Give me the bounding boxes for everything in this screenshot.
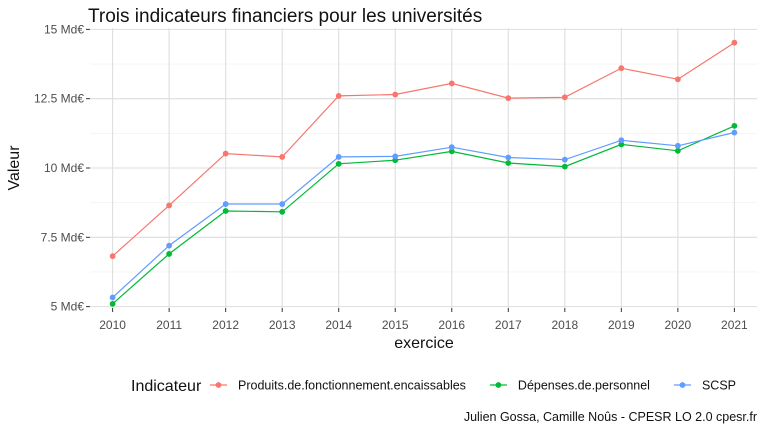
data-point-series-1 bbox=[166, 202, 173, 209]
data-point-series-1 bbox=[618, 65, 625, 72]
data-point-series-2 bbox=[166, 251, 173, 257]
caption: Julien Gossa, Camille Noûs - CPESR LO 2.… bbox=[464, 410, 757, 424]
data-point-series-2 bbox=[674, 147, 681, 154]
legend-title: Indicateur bbox=[131, 378, 202, 395]
data-point-series-3 bbox=[392, 153, 399, 160]
x-tick-label: 2018 bbox=[551, 318, 578, 332]
y-tick-label: 10 Md€ bbox=[44, 161, 84, 175]
data-point-series-3 bbox=[222, 201, 229, 207]
data-point-series-3 bbox=[674, 142, 681, 149]
series-line-2 bbox=[112, 125, 735, 305]
data-point-series-2 bbox=[222, 208, 229, 214]
data-point-series-2 bbox=[448, 148, 455, 155]
data-point-series-3 bbox=[561, 156, 568, 163]
data-point-series-3 bbox=[279, 201, 286, 207]
x-tick-label: 2019 bbox=[608, 318, 635, 332]
series-lines bbox=[112, 42, 735, 305]
chart-title: Trois indicateurs financiers pour les un… bbox=[88, 6, 482, 27]
data-point-series-1 bbox=[222, 150, 229, 157]
x-tick-label: 2020 bbox=[665, 318, 692, 332]
x-tick-label: 2011 bbox=[156, 318, 182, 332]
y-tick-label: 15 Md€ bbox=[44, 22, 84, 36]
x-axis-title: exercice bbox=[394, 335, 454, 352]
data-point-series-2 bbox=[505, 160, 512, 166]
x-tick-label: 2013 bbox=[269, 318, 296, 332]
x-tick-label: 2014 bbox=[325, 318, 352, 332]
data-point-series-1 bbox=[335, 93, 342, 99]
data-point-series-3 bbox=[109, 294, 116, 301]
y-axis-ticks: 5 Md€ 7.5 Md€ 10 Md€ 12.5 Md€ 15 Md€ bbox=[34, 22, 90, 314]
data-point-series-2 bbox=[561, 163, 568, 170]
legend: Indicateur Produits.de.fonctionnement.en… bbox=[131, 378, 736, 395]
y-tick-label: 7.5 Md€ bbox=[41, 230, 85, 244]
x-tick-label: 2015 bbox=[382, 318, 409, 332]
data-point-series-1 bbox=[392, 91, 399, 98]
data-point-series-3 bbox=[618, 137, 625, 144]
series-points bbox=[109, 39, 738, 307]
data-point-series-1 bbox=[279, 154, 286, 160]
minor-gridlines bbox=[90, 63, 757, 273]
data-point-series-3 bbox=[731, 129, 738, 136]
x-axis-ticks: 2010 2011 2012 2013 2014 2015 2016 2017 2018 2019… bbox=[99, 308, 748, 332]
data-point-series-1 bbox=[674, 76, 681, 83]
data-point-series-2 bbox=[109, 300, 116, 307]
legend-item-1: Produits.de.fonctionnement.encaissables bbox=[210, 379, 466, 393]
data-point-series-1 bbox=[731, 39, 738, 46]
legend-label: SCSP bbox=[702, 379, 736, 393]
legend-item-3: SCSP bbox=[673, 379, 736, 393]
data-point-series-3 bbox=[505, 154, 512, 161]
data-point-series-2 bbox=[618, 141, 625, 148]
legend-key-point bbox=[215, 382, 222, 388]
legend-item-2: Dépenses.de.personnel bbox=[489, 379, 650, 393]
x-tick-label: 2021 bbox=[721, 318, 748, 332]
y-tick-label: 12.5 Md€ bbox=[34, 92, 84, 106]
series-line-3 bbox=[112, 131, 735, 298]
x-tick-label: 2012 bbox=[212, 318, 239, 332]
x-tick-label: 2010 bbox=[99, 318, 126, 332]
data-point-series-3 bbox=[448, 144, 455, 151]
legend-key-point bbox=[679, 382, 686, 388]
y-axis-title: Valeur bbox=[6, 145, 23, 191]
data-point-series-1 bbox=[109, 253, 116, 260]
data-point-series-1 bbox=[448, 80, 455, 87]
data-point-series-3 bbox=[166, 242, 173, 249]
data-point-series-2 bbox=[279, 208, 286, 215]
y-tick-label: 5 Md€ bbox=[51, 300, 85, 314]
data-point-series-1 bbox=[505, 95, 512, 102]
legend-label: Dépenses.de.personnel bbox=[518, 379, 650, 393]
x-tick-label: 2016 bbox=[438, 318, 465, 332]
legend-key-point bbox=[495, 382, 502, 388]
data-point-series-2 bbox=[335, 160, 342, 167]
data-point-series-2 bbox=[731, 122, 738, 129]
series-line-1 bbox=[112, 42, 735, 257]
data-point-series-3 bbox=[335, 154, 342, 160]
data-point-series-1 bbox=[561, 94, 568, 101]
major-gridlines bbox=[90, 28, 757, 308]
legend-label: Produits.de.fonctionnement.encaissables bbox=[238, 379, 466, 393]
x-tick-label: 2017 bbox=[495, 318, 522, 332]
